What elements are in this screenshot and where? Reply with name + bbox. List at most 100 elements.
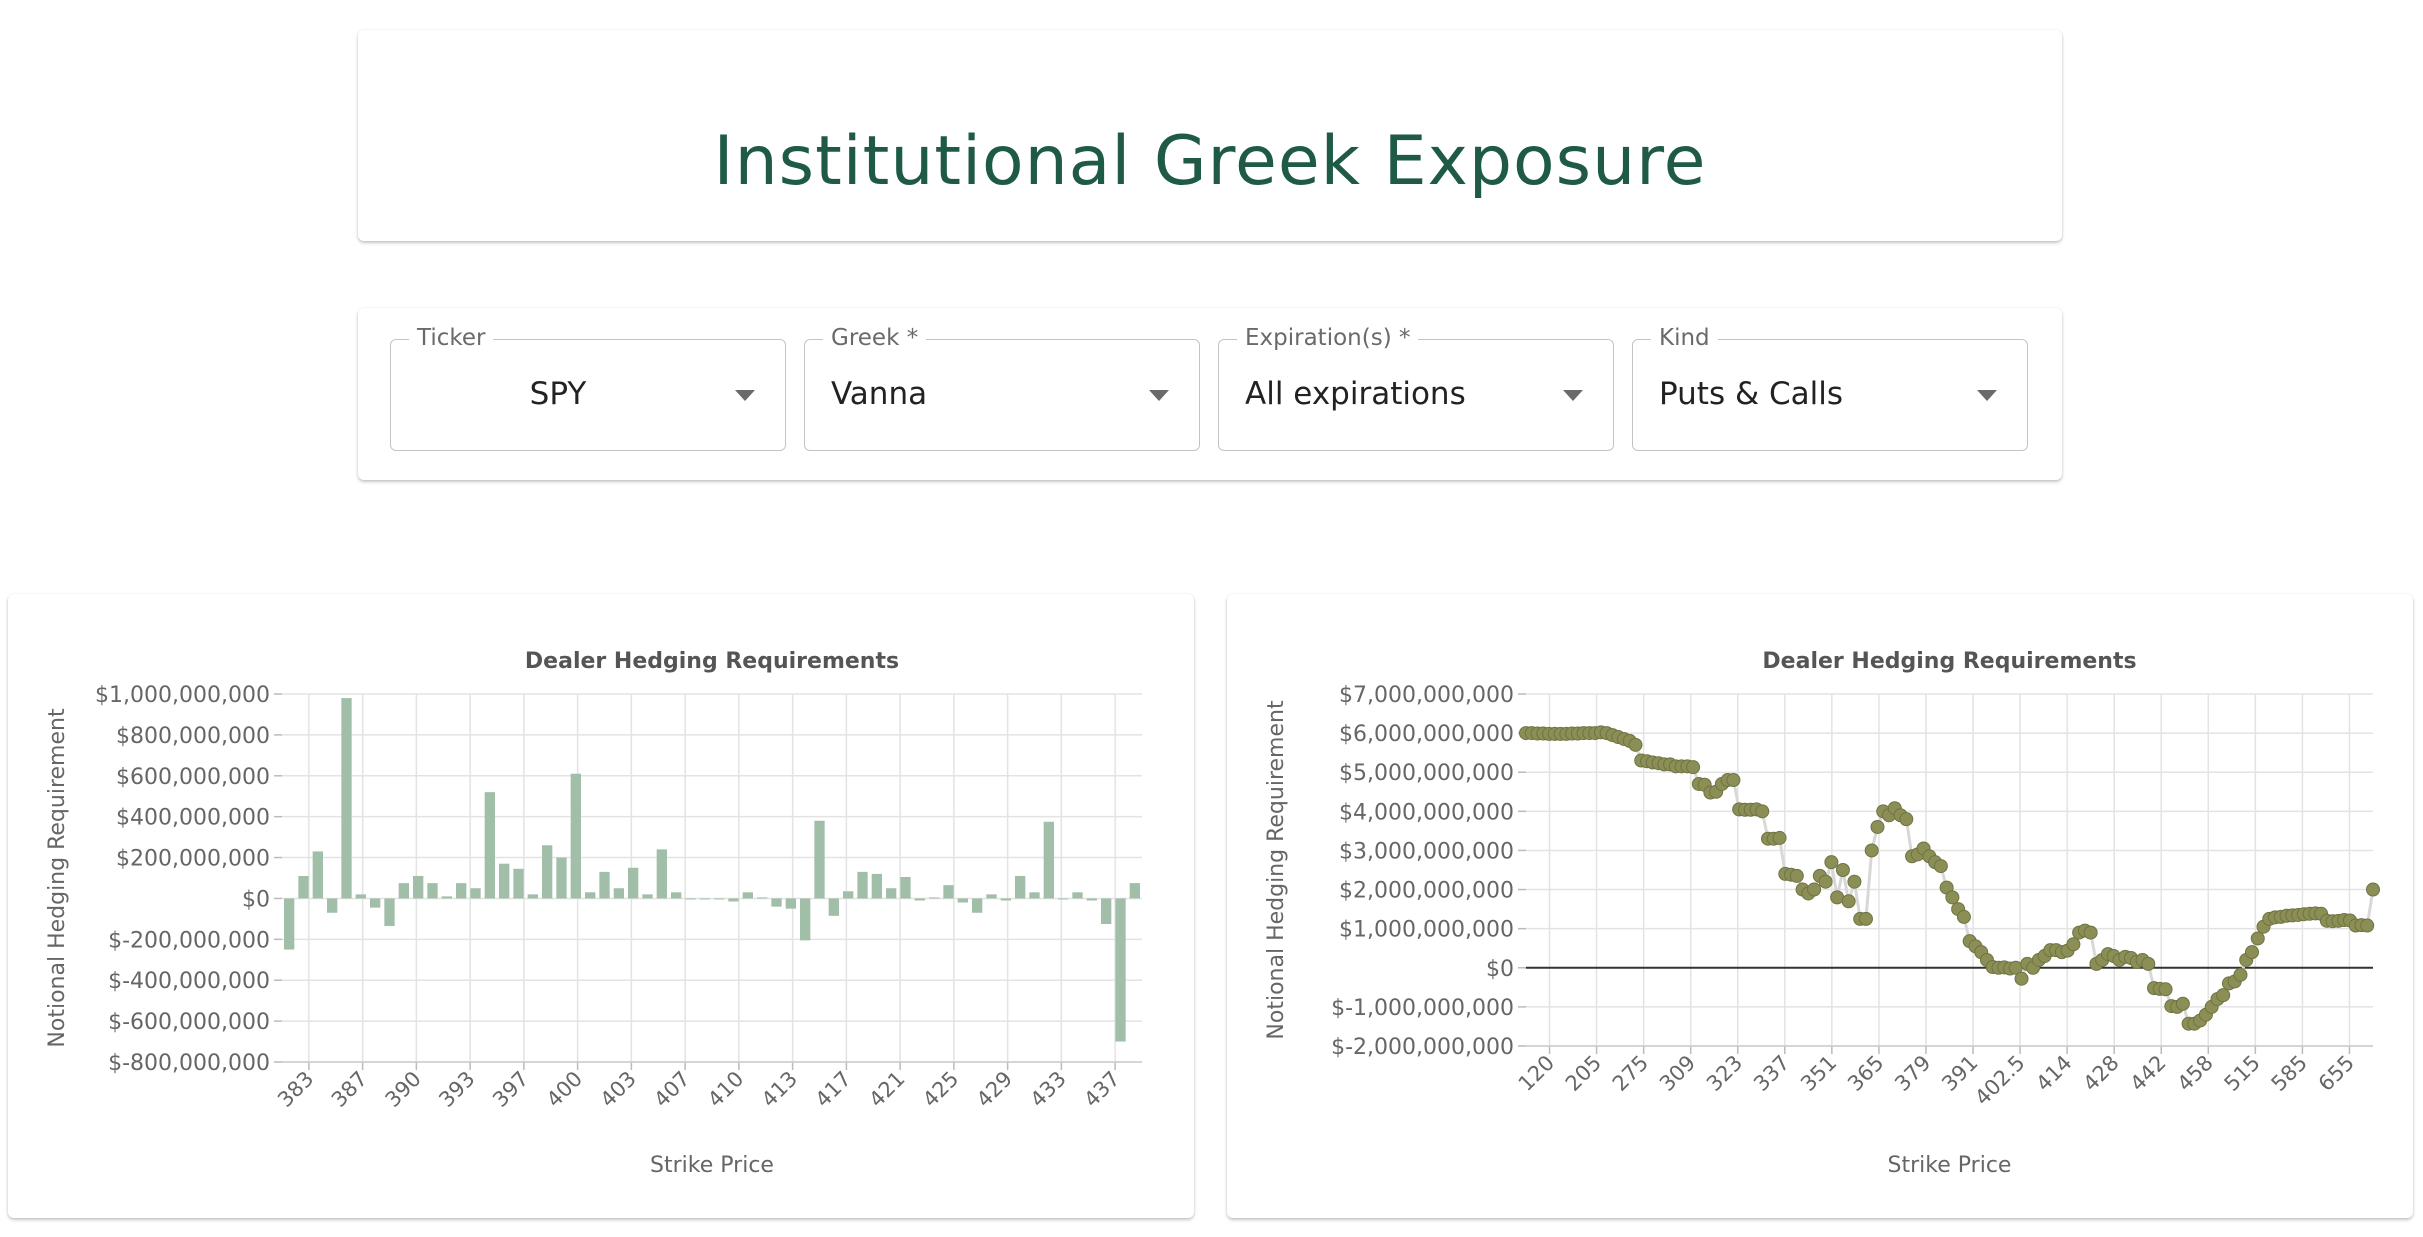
x-tick-label: 383 — [273, 1067, 318, 1112]
data-point — [2083, 925, 2098, 940]
x-tick-label: 417 — [811, 1067, 856, 1112]
y-tick-label: $-600,000,000 — [108, 1010, 270, 1035]
data-point — [2245, 945, 2259, 960]
x-tick-label: 410 — [703, 1067, 748, 1112]
y-tick-label: $200,000,000 — [116, 847, 270, 872]
data-point — [1864, 843, 1879, 858]
data-point — [1858, 911, 1873, 926]
kind-label: Kind — [1651, 325, 1718, 351]
chevron-down-icon[interactable] — [1149, 390, 1169, 401]
bar — [384, 898, 395, 927]
x-tick-label: 437 — [1079, 1067, 1124, 1112]
title-card: Institutional Greek Exposure — [358, 30, 2062, 241]
page-title: Institutional Greek Exposure — [713, 122, 1707, 201]
chart-title: Dealer Hedging Requirements — [1762, 649, 2136, 674]
data-point — [2014, 971, 2029, 986]
greek-label: Greek * — [823, 325, 927, 351]
x-tick-label: 458 — [2173, 1051, 2218, 1096]
greek-value: Vanna — [831, 376, 928, 412]
bar — [298, 875, 309, 899]
bar — [814, 820, 825, 899]
y-tick-label: $-2,000,000,000 — [1331, 1035, 1514, 1060]
y-tick-label: $1,000,000,000 — [1339, 918, 1514, 943]
bar — [370, 898, 381, 908]
y-tick-label: $6,000,000,000 — [1339, 722, 1514, 747]
x-tick-label: 387 — [327, 1067, 372, 1112]
x-tick-label: 402.5 — [1970, 1051, 2029, 1110]
bar — [1129, 883, 1140, 899]
data-point — [1847, 874, 1862, 889]
data-point — [1835, 863, 1850, 877]
chevron-down-icon[interactable] — [1563, 390, 1583, 401]
ticker-label: Ticker — [409, 325, 494, 351]
bar — [1086, 898, 1097, 901]
x-tick-label: 397 — [488, 1067, 533, 1112]
x-tick-label: 365 — [1843, 1051, 1888, 1096]
bar — [513, 868, 524, 899]
expiration-select[interactable]: Expiration(s) * All expirations — [1218, 325, 1614, 451]
bar — [1072, 892, 1083, 899]
data-point — [1956, 909, 1971, 924]
x-tick-label: 442 — [2125, 1051, 2170, 1096]
y-axis-label: Notional Hedging Requirement — [1264, 700, 1289, 1040]
x-tick-label: 351 — [1796, 1051, 1841, 1096]
bar-chart-card: Dealer Hedging Requirements $1,000,000,00… — [8, 594, 1194, 1218]
x-tick-label: 414 — [2031, 1051, 2076, 1096]
bar — [570, 773, 581, 899]
x-tick-label: 433 — [1026, 1067, 1071, 1112]
ticker-select[interactable]: Ticker SPY — [390, 325, 786, 451]
bar — [1043, 821, 1054, 899]
kind-select[interactable]: Kind Puts & Calls — [1632, 325, 2028, 451]
bar — [642, 894, 653, 899]
bar — [499, 863, 510, 899]
x-tick-label: 425 — [918, 1067, 963, 1112]
greek-select[interactable]: Greek * Vanna — [804, 325, 1200, 451]
bar — [599, 871, 610, 899]
data-point — [1870, 819, 1885, 834]
bar — [413, 875, 424, 899]
data-point — [1945, 890, 1960, 905]
bar — [828, 898, 839, 916]
bar — [671, 892, 682, 899]
bar — [585, 892, 596, 899]
bar — [1000, 898, 1011, 901]
bar — [685, 898, 696, 900]
kind-value: Puts & Calls — [1659, 376, 1844, 412]
bar — [1029, 892, 1040, 899]
bar — [398, 883, 409, 899]
bar — [470, 888, 481, 899]
filter-bar: Ticker SPY Greek * Vanna Expiration(s) *… — [358, 308, 2062, 480]
x-tick-label: 428 — [2078, 1051, 2123, 1096]
data-point — [1818, 874, 1833, 889]
bar — [1101, 898, 1112, 924]
y-tick-label: $600,000,000 — [116, 765, 270, 790]
bar — [1115, 898, 1126, 1042]
x-tick-label: 205 — [1561, 1051, 1606, 1096]
x-axis-label: Strike Price — [1888, 1153, 2012, 1178]
chevron-down-icon[interactable] — [735, 390, 755, 401]
y-tick-label: $1,000,000,000 — [95, 683, 270, 708]
data-point — [2360, 918, 2375, 933]
bar — [628, 867, 639, 899]
x-tick-label: 309 — [1655, 1051, 1700, 1096]
y-tick-label: $4,000,000,000 — [1339, 800, 1514, 825]
x-tick-label: 585 — [2267, 1051, 2312, 1096]
series-line — [1526, 730, 2375, 1026]
chart-title: Dealer Hedging Requirements — [525, 649, 899, 674]
bar — [327, 898, 338, 913]
bar — [656, 849, 667, 899]
data-point — [1755, 804, 1770, 819]
x-tick-label: 413 — [757, 1067, 802, 1112]
bar — [914, 898, 925, 901]
x-tick-label: 655 — [2314, 1051, 2359, 1096]
scatter-chart-card: Dealer Hedging Requirements $7,000,000,00… — [1227, 594, 2413, 1218]
bar — [427, 883, 438, 899]
data-point — [2216, 988, 2231, 1003]
bar-chart: Dealer Hedging Requirements $1,000,000,00… — [45, 649, 1142, 1178]
bar — [843, 891, 854, 899]
bar — [871, 873, 882, 899]
chevron-down-icon[interactable] — [1977, 390, 1997, 401]
y-tick-label: $-400,000,000 — [108, 969, 270, 994]
data-point — [1830, 890, 1845, 905]
bar — [757, 897, 768, 899]
